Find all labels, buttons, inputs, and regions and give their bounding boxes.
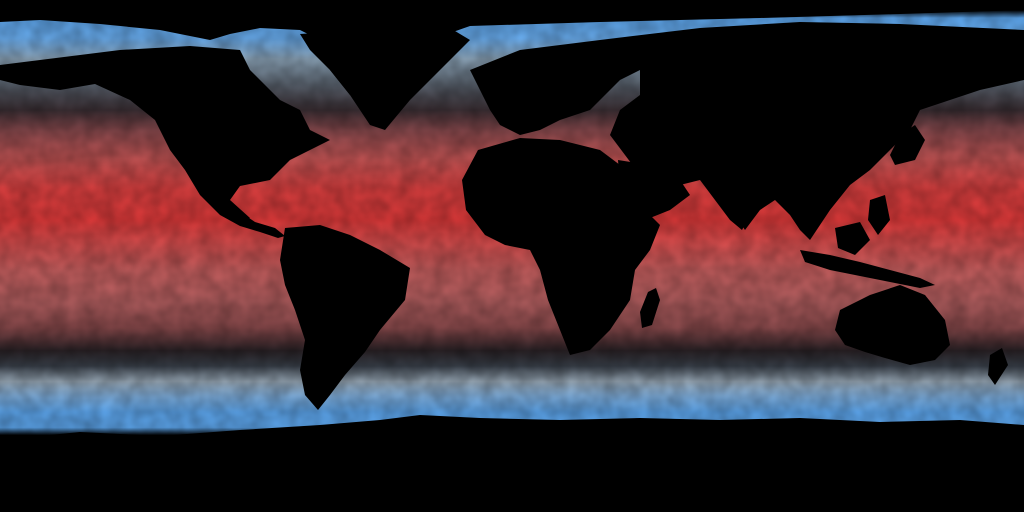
landmass-arctic xyxy=(0,0,1024,100)
landmass-north-america xyxy=(0,46,330,222)
landmass-central-america xyxy=(200,195,285,238)
landmass-indonesia xyxy=(800,250,935,288)
landmass-south-america xyxy=(280,225,410,410)
landmass-india xyxy=(700,175,760,230)
landmass-africa xyxy=(462,138,660,355)
landmass-madagascar xyxy=(640,288,660,328)
landmass-australia xyxy=(835,285,950,365)
landmass-asia xyxy=(600,22,1024,240)
landmass-philippines xyxy=(868,195,890,235)
landmass-europe xyxy=(470,40,660,135)
landmass-greenland xyxy=(300,28,470,130)
landmass-antarctica xyxy=(0,415,1024,512)
landmass-new-zealand xyxy=(988,348,1008,385)
landmass-japan xyxy=(890,125,925,165)
landmass-arabia xyxy=(618,160,690,220)
landmass-borneo xyxy=(835,222,870,255)
